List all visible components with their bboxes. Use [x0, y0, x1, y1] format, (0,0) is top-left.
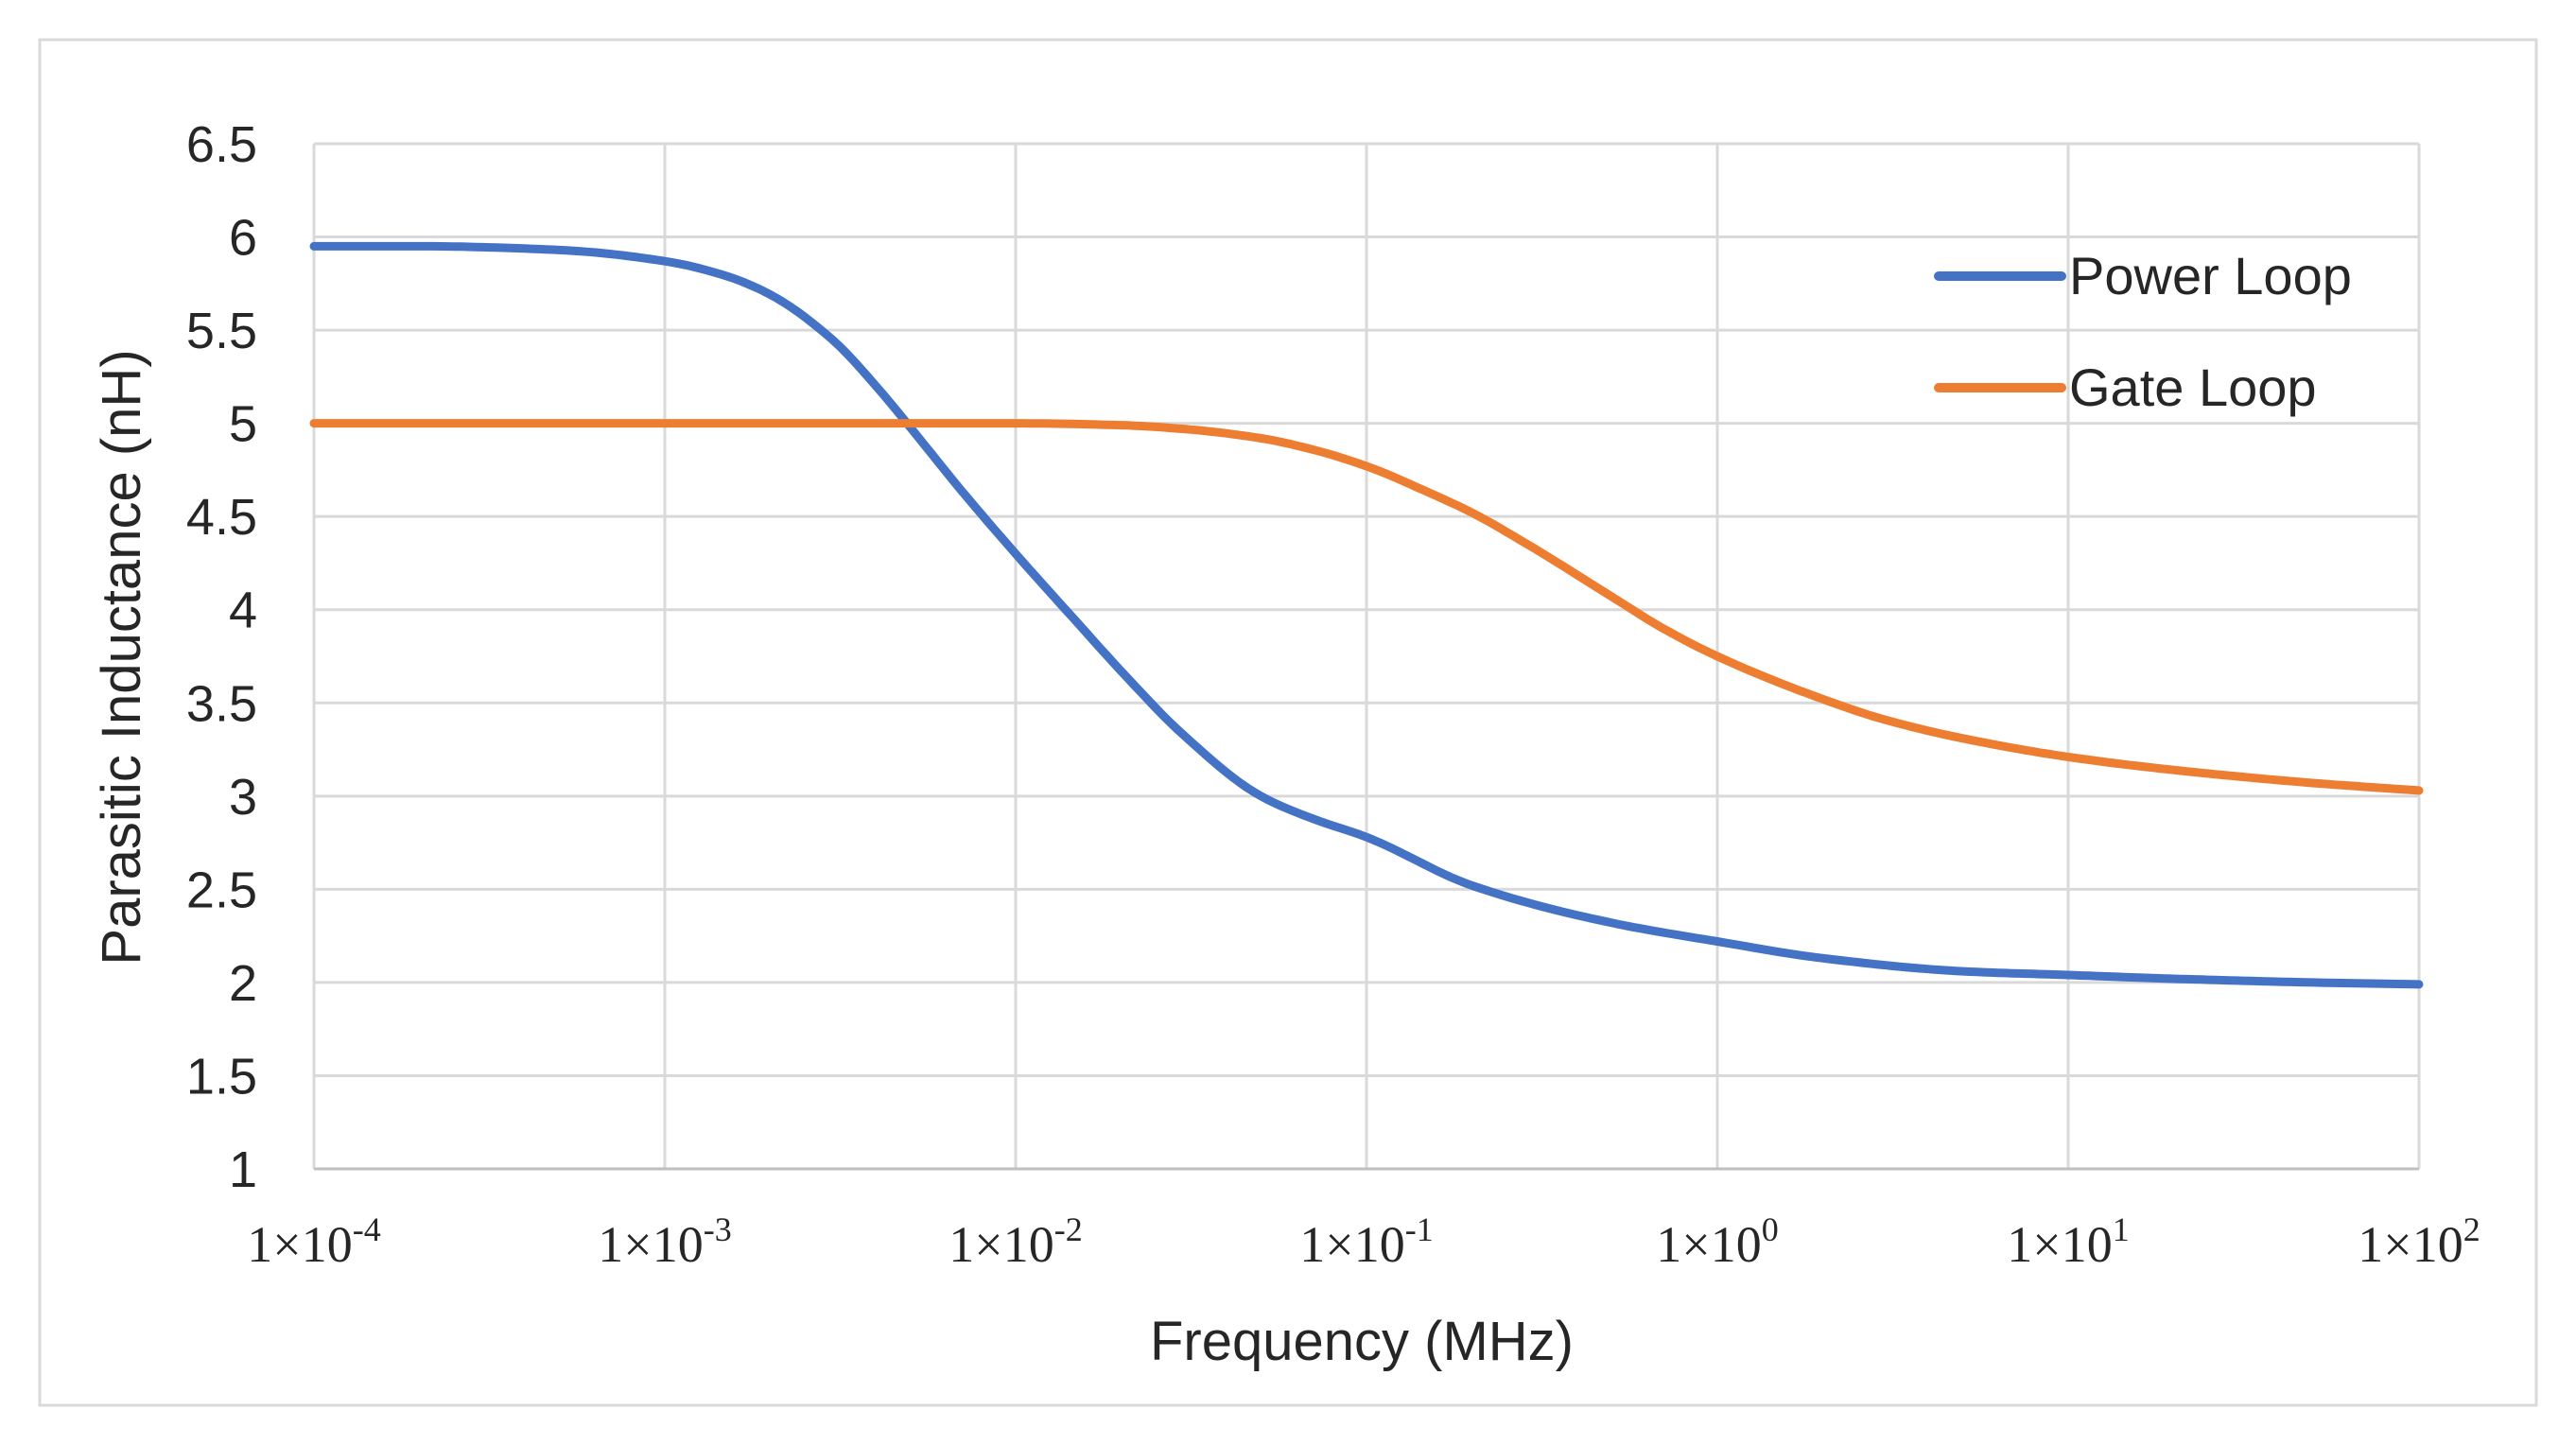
legend-label-gate-loop: Gate Loop	[2069, 357, 2317, 417]
x-tick-label: 1×10-3	[598, 1210, 731, 1273]
x-tick-label: 1×102	[2358, 1210, 2480, 1273]
y-tick-label: 2	[229, 955, 257, 1012]
chart-frame	[38, 38, 2538, 1407]
x-tick-label: 1×10-4	[247, 1210, 380, 1273]
y-tick-label: 3	[229, 769, 257, 826]
x-tick-label: 1×10-2	[949, 1210, 1082, 1273]
y-tick-label: 5.5	[186, 303, 257, 359]
y-tick-label: 6	[229, 210, 257, 267]
y-tick-label: 1.5	[186, 1048, 257, 1105]
y-tick-label: 4	[229, 583, 257, 639]
y-tick-label: 5	[229, 396, 257, 453]
y-tick-label: 4.5	[186, 489, 257, 546]
y-axis-title: Parasitic Inductance (nH)	[91, 349, 152, 965]
y-tick-label: 6.5	[186, 116, 257, 173]
series	[309, 241, 2424, 989]
y-tick-label: 1	[229, 1141, 257, 1198]
x-axis-title: Frequency (MHz)	[1150, 1311, 1574, 1372]
x-tick-label: 1×100	[1656, 1210, 1778, 1273]
x-tick-label: 1×101	[2007, 1210, 2129, 1273]
y-tick-label: 3.5	[186, 675, 257, 732]
series-line-power-loop	[309, 241, 2424, 989]
x-tick-label: 1×10-1	[1299, 1210, 1433, 1273]
y-axis-ticks: 1 1.5 2 2.5 3 3.5 4 4.5 5 5.5 6 6.5	[186, 116, 257, 1198]
y-tick-label: 2.5	[186, 862, 257, 918]
series-line-gate-loop	[309, 419, 2424, 795]
legend-label-power-loop: Power Loop	[2069, 246, 2352, 305]
legend: Power Loop Gate Loop	[1934, 246, 2352, 417]
x-axis-ticks: 1×10-4 1×10-3 1×10-2 1×10-1 1×100 1×101 1×102	[247, 1210, 2480, 1273]
